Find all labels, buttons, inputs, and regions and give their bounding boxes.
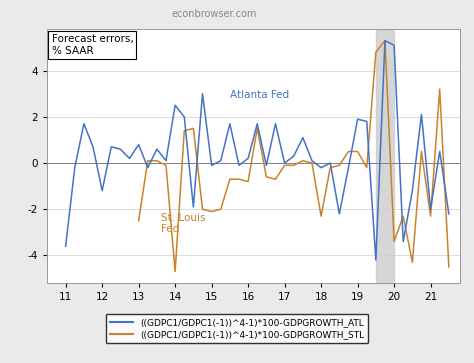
((GDPC1/GDPC1(-1))^4-1)*100-GDPGROWTH_ATL	[118, 147, 123, 151]
((GDPC1/GDPC1(-1))^4-1)*100-GDPGROWTH_ATL	[209, 163, 214, 167]
((GDPC1/GDPC1(-1))^4-1)*100-GDPGROWTH_STL	[309, 161, 315, 165]
((GDPC1/GDPC1(-1))^4-1)*100-GDPGROWTH_STL	[401, 214, 406, 218]
((GDPC1/GDPC1(-1))^4-1)*100-GDPGROWTH_ATL	[273, 122, 278, 126]
((GDPC1/GDPC1(-1))^4-1)*100-GDPGROWTH_STL	[428, 214, 433, 218]
((GDPC1/GDPC1(-1))^4-1)*100-GDPGROWTH_ATL	[81, 122, 87, 126]
((GDPC1/GDPC1(-1))^4-1)*100-GDPGROWTH_STL	[255, 126, 260, 131]
((GDPC1/GDPC1(-1))^4-1)*100-GDPGROWTH_ATL	[291, 154, 297, 158]
((GDPC1/GDPC1(-1))^4-1)*100-GDPGROWTH_STL	[291, 163, 297, 167]
((GDPC1/GDPC1(-1))^4-1)*100-GDPGROWTH_STL	[264, 175, 269, 179]
((GDPC1/GDPC1(-1))^4-1)*100-GDPGROWTH_ATL	[382, 38, 388, 43]
((GDPC1/GDPC1(-1))^4-1)*100-GDPGROWTH_STL	[446, 265, 452, 269]
((GDPC1/GDPC1(-1))^4-1)*100-GDPGROWTH_ATL	[182, 115, 187, 119]
((GDPC1/GDPC1(-1))^4-1)*100-GDPGROWTH_ATL	[391, 43, 397, 48]
((GDPC1/GDPC1(-1))^4-1)*100-GDPGROWTH_STL	[163, 163, 169, 167]
((GDPC1/GDPC1(-1))^4-1)*100-GDPGROWTH_ATL	[446, 212, 452, 216]
Text: Atlanta Fed: Atlanta Fed	[230, 90, 289, 100]
((GDPC1/GDPC1(-1))^4-1)*100-GDPGROWTH_ATL	[309, 159, 315, 163]
((GDPC1/GDPC1(-1))^4-1)*100-GDPGROWTH_STL	[227, 177, 233, 182]
((GDPC1/GDPC1(-1))^4-1)*100-GDPGROWTH_ATL	[410, 188, 415, 193]
((GDPC1/GDPC1(-1))^4-1)*100-GDPGROWTH_STL	[136, 219, 141, 223]
Text: St. Louis
Fed: St. Louis Fed	[161, 213, 205, 234]
Line: ((GDPC1/GDPC1(-1))^4-1)*100-GDPGROWTH_STL: ((GDPC1/GDPC1(-1))^4-1)*100-GDPGROWTH_ST…	[138, 41, 449, 272]
((GDPC1/GDPC1(-1))^4-1)*100-GDPGROWTH_STL	[172, 269, 178, 274]
((GDPC1/GDPC1(-1))^4-1)*100-GDPGROWTH_STL	[154, 159, 160, 163]
((GDPC1/GDPC1(-1))^4-1)*100-GDPGROWTH_STL	[337, 163, 342, 167]
((GDPC1/GDPC1(-1))^4-1)*100-GDPGROWTH_ATL	[328, 161, 333, 165]
((GDPC1/GDPC1(-1))^4-1)*100-GDPGROWTH_ATL	[401, 239, 406, 244]
((GDPC1/GDPC1(-1))^4-1)*100-GDPGROWTH_ATL	[99, 188, 105, 193]
((GDPC1/GDPC1(-1))^4-1)*100-GDPGROWTH_STL	[355, 149, 360, 154]
((GDPC1/GDPC1(-1))^4-1)*100-GDPGROWTH_ATL	[136, 142, 141, 147]
((GDPC1/GDPC1(-1))^4-1)*100-GDPGROWTH_STL	[364, 166, 370, 170]
((GDPC1/GDPC1(-1))^4-1)*100-GDPGROWTH_ATL	[300, 135, 306, 140]
((GDPC1/GDPC1(-1))^4-1)*100-GDPGROWTH_STL	[300, 159, 306, 163]
Bar	[376, 29, 394, 283]
((GDPC1/GDPC1(-1))^4-1)*100-GDPGROWTH_STL	[391, 239, 397, 244]
((GDPC1/GDPC1(-1))^4-1)*100-GDPGROWTH_ATL	[318, 166, 324, 170]
((GDPC1/GDPC1(-1))^4-1)*100-GDPGROWTH_ATL	[245, 156, 251, 160]
((GDPC1/GDPC1(-1))^4-1)*100-GDPGROWTH_STL	[182, 129, 187, 133]
((GDPC1/GDPC1(-1))^4-1)*100-GDPGROWTH_ATL	[200, 91, 205, 96]
((GDPC1/GDPC1(-1))^4-1)*100-GDPGROWTH_ATL	[63, 244, 68, 248]
((GDPC1/GDPC1(-1))^4-1)*100-GDPGROWTH_ATL	[264, 163, 269, 167]
((GDPC1/GDPC1(-1))^4-1)*100-GDPGROWTH_ATL	[72, 166, 78, 170]
((GDPC1/GDPC1(-1))^4-1)*100-GDPGROWTH_ATL	[191, 205, 196, 209]
Text: econbrowser.com: econbrowser.com	[171, 9, 256, 19]
((GDPC1/GDPC1(-1))^4-1)*100-GDPGROWTH_STL	[236, 177, 242, 182]
((GDPC1/GDPC1(-1))^4-1)*100-GDPGROWTH_ATL	[346, 166, 351, 170]
((GDPC1/GDPC1(-1))^4-1)*100-GDPGROWTH_STL	[282, 163, 287, 167]
((GDPC1/GDPC1(-1))^4-1)*100-GDPGROWTH_ATL	[127, 156, 132, 160]
Line: ((GDPC1/GDPC1(-1))^4-1)*100-GDPGROWTH_ATL: ((GDPC1/GDPC1(-1))^4-1)*100-GDPGROWTH_AT…	[65, 41, 449, 260]
((GDPC1/GDPC1(-1))^4-1)*100-GDPGROWTH_STL	[200, 207, 205, 211]
((GDPC1/GDPC1(-1))^4-1)*100-GDPGROWTH_STL	[209, 209, 214, 214]
((GDPC1/GDPC1(-1))^4-1)*100-GDPGROWTH_ATL	[337, 212, 342, 216]
((GDPC1/GDPC1(-1))^4-1)*100-GDPGROWTH_STL	[218, 207, 224, 211]
((GDPC1/GDPC1(-1))^4-1)*100-GDPGROWTH_ATL	[163, 159, 169, 163]
((GDPC1/GDPC1(-1))^4-1)*100-GDPGROWTH_ATL	[90, 145, 96, 149]
((GDPC1/GDPC1(-1))^4-1)*100-GDPGROWTH_STL	[419, 149, 424, 154]
((GDPC1/GDPC1(-1))^4-1)*100-GDPGROWTH_ATL	[355, 117, 360, 121]
((GDPC1/GDPC1(-1))^4-1)*100-GDPGROWTH_ATL	[255, 122, 260, 126]
((GDPC1/GDPC1(-1))^4-1)*100-GDPGROWTH_STL	[373, 50, 379, 54]
((GDPC1/GDPC1(-1))^4-1)*100-GDPGROWTH_STL	[346, 149, 351, 154]
((GDPC1/GDPC1(-1))^4-1)*100-GDPGROWTH_ATL	[373, 258, 379, 262]
Legend: ((GDPC1/GDPC1(-1))^4-1)*100-GDPGROWTH_ATL, ((GDPC1/GDPC1(-1))^4-1)*100-GDPGROWTH: ((GDPC1/GDPC1(-1))^4-1)*100-GDPGROWTH_AT…	[106, 314, 368, 343]
((GDPC1/GDPC1(-1))^4-1)*100-GDPGROWTH_STL	[382, 38, 388, 43]
((GDPC1/GDPC1(-1))^4-1)*100-GDPGROWTH_ATL	[419, 112, 424, 117]
((GDPC1/GDPC1(-1))^4-1)*100-GDPGROWTH_STL	[328, 166, 333, 170]
((GDPC1/GDPC1(-1))^4-1)*100-GDPGROWTH_ATL	[428, 207, 433, 211]
((GDPC1/GDPC1(-1))^4-1)*100-GDPGROWTH_ATL	[154, 147, 160, 151]
((GDPC1/GDPC1(-1))^4-1)*100-GDPGROWTH_ATL	[172, 103, 178, 107]
((GDPC1/GDPC1(-1))^4-1)*100-GDPGROWTH_ATL	[109, 145, 114, 149]
((GDPC1/GDPC1(-1))^4-1)*100-GDPGROWTH_ATL	[218, 159, 224, 163]
((GDPC1/GDPC1(-1))^4-1)*100-GDPGROWTH_ATL	[227, 122, 233, 126]
Text: Forecast errors,
% SAAR: Forecast errors, % SAAR	[52, 34, 133, 56]
((GDPC1/GDPC1(-1))^4-1)*100-GDPGROWTH_STL	[410, 260, 415, 265]
((GDPC1/GDPC1(-1))^4-1)*100-GDPGROWTH_ATL	[437, 149, 443, 154]
((GDPC1/GDPC1(-1))^4-1)*100-GDPGROWTH_STL	[245, 179, 251, 184]
((GDPC1/GDPC1(-1))^4-1)*100-GDPGROWTH_ATL	[145, 166, 151, 170]
((GDPC1/GDPC1(-1))^4-1)*100-GDPGROWTH_STL	[273, 177, 278, 182]
((GDPC1/GDPC1(-1))^4-1)*100-GDPGROWTH_STL	[318, 214, 324, 218]
((GDPC1/GDPC1(-1))^4-1)*100-GDPGROWTH_ATL	[364, 119, 370, 124]
((GDPC1/GDPC1(-1))^4-1)*100-GDPGROWTH_ATL	[282, 161, 287, 165]
((GDPC1/GDPC1(-1))^4-1)*100-GDPGROWTH_STL	[145, 159, 151, 163]
((GDPC1/GDPC1(-1))^4-1)*100-GDPGROWTH_ATL	[236, 163, 242, 167]
((GDPC1/GDPC1(-1))^4-1)*100-GDPGROWTH_STL	[437, 87, 443, 91]
((GDPC1/GDPC1(-1))^4-1)*100-GDPGROWTH_STL	[191, 126, 196, 131]
